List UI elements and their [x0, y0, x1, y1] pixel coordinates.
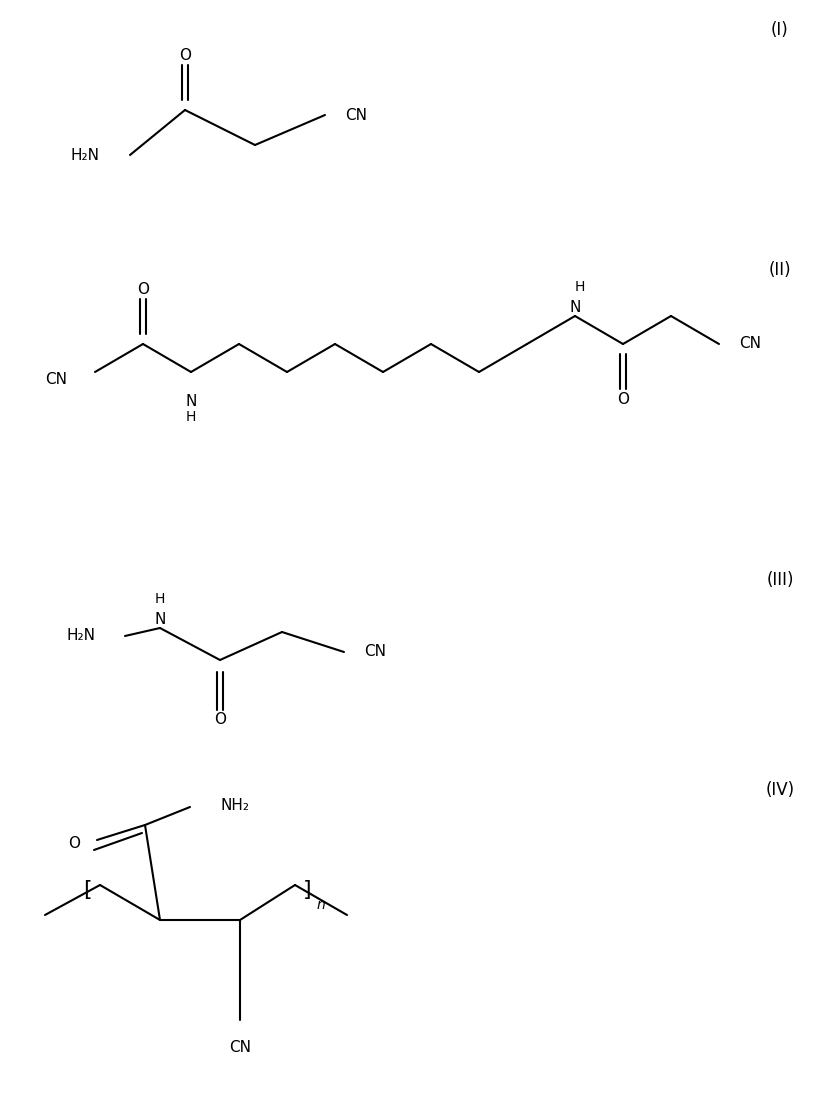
- Text: H: H: [186, 410, 196, 424]
- Text: O: O: [179, 47, 191, 63]
- Text: ]: ]: [303, 880, 312, 900]
- Text: [: [: [83, 880, 92, 900]
- Text: CN: CN: [739, 337, 761, 351]
- Text: O: O: [617, 392, 629, 406]
- Text: (II): (II): [769, 261, 791, 279]
- Text: (I): (I): [771, 21, 789, 39]
- Text: N: N: [186, 394, 196, 410]
- Text: O: O: [68, 836, 80, 850]
- Text: CN: CN: [229, 1040, 251, 1055]
- Text: O: O: [137, 282, 149, 297]
- Text: O: O: [214, 713, 226, 727]
- Text: N: N: [154, 612, 166, 628]
- Text: n: n: [317, 899, 326, 912]
- Text: N: N: [569, 301, 581, 316]
- Text: CN: CN: [364, 645, 386, 659]
- Text: CN: CN: [45, 373, 67, 387]
- Text: H: H: [155, 592, 165, 606]
- Text: H: H: [575, 280, 585, 294]
- Text: H₂N: H₂N: [71, 148, 100, 162]
- Text: (III): (III): [766, 571, 794, 589]
- Text: H₂N: H₂N: [66, 629, 95, 643]
- Text: NH₂: NH₂: [220, 798, 249, 812]
- Text: CN: CN: [345, 107, 367, 122]
- Text: (IV): (IV): [766, 781, 794, 799]
